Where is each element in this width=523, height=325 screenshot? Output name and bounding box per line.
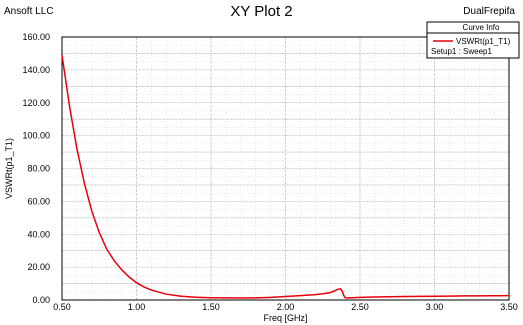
x-tick-label: 3.50: [500, 302, 518, 312]
legend-setup: Setup1 : Sweep1: [431, 47, 492, 56]
x-axis-label: Freq [GHz]: [263, 313, 307, 323]
design-name: DualFrepifa: [463, 6, 515, 17]
legend[interactable]: Curve Info VSWRt(p1_T1) Setup1 : Sweep1: [426, 21, 520, 59]
x-tick-label: 1.50: [202, 302, 220, 312]
x-tick-label: 1.00: [128, 302, 146, 312]
company-label: Ansoft LLC: [4, 6, 54, 17]
y-tick-label: 100.00: [22, 131, 50, 141]
x-tick-label: 3.00: [426, 302, 444, 312]
y-tick-label: 20.00: [27, 262, 50, 272]
legend-box: [426, 21, 520, 59]
y-axis-label: VSWRt(p1_T1): [4, 138, 14, 199]
y-tick-labels: 0.00 20.00 40.00 60.00 80.00 100.00 120.00 140.…: [22, 32, 50, 305]
series-layer: [61, 54, 510, 299]
legend-entry: VSWRt(p1_T1): [456, 37, 511, 46]
y-tick-label: 0.00: [32, 295, 50, 305]
y-tick-label: 160.00: [22, 32, 50, 42]
x-tick-label: 2.00: [277, 302, 295, 312]
y-tick-label: 120.00: [22, 98, 50, 108]
grid: [62, 37, 509, 300]
plot-area: [61, 36, 510, 301]
y-tick-label: 80.00: [27, 164, 50, 174]
y-tick-label: 60.00: [27, 196, 50, 206]
x-tick-labels: 0.50 1.00 1.50 2.00 2.50 3.00 3.50: [53, 302, 518, 312]
legend-title: Curve Info: [463, 23, 500, 32]
y-tick-label: 40.00: [27, 229, 50, 239]
plot-title: XY Plot 2: [230, 3, 293, 20]
y-tick-label: 140.00: [22, 65, 50, 75]
series-line: [61, 54, 510, 299]
x-tick-label: 2.50: [351, 302, 369, 312]
x-tick-label: 0.50: [53, 302, 71, 312]
